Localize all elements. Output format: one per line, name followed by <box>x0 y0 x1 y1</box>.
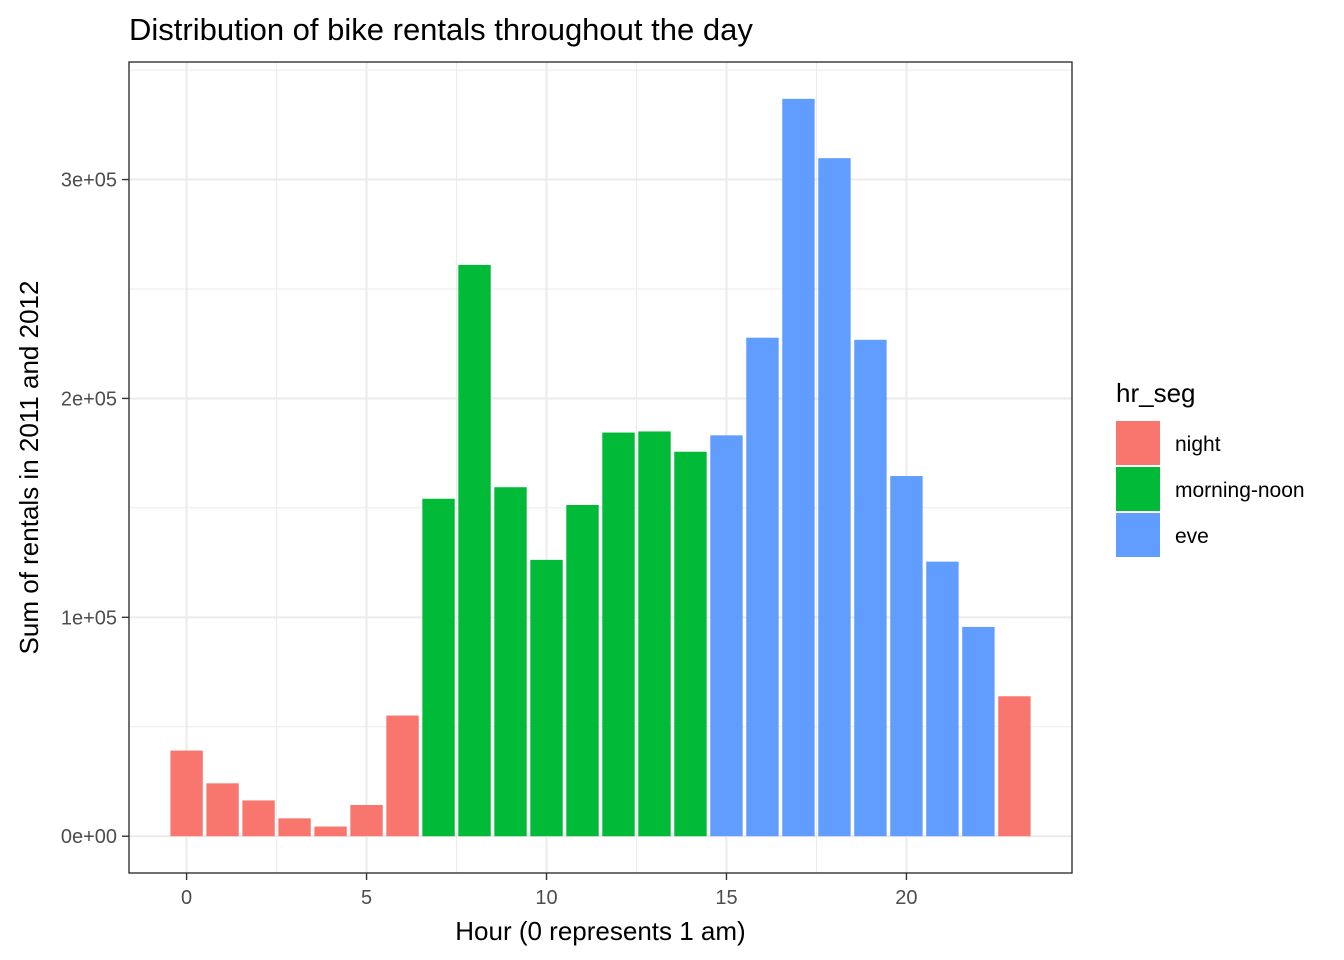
legend-label-night: night <box>1175 433 1221 456</box>
legend-title: hr_seg <box>1116 378 1196 408</box>
plot-area <box>128 61 1073 874</box>
x-tick-label: 10 <box>535 887 557 909</box>
bar-hour-12 <box>602 432 635 837</box>
bar-hour-17 <box>782 98 815 837</box>
bar-hour-1 <box>206 783 239 837</box>
bar-hour-22 <box>962 626 995 837</box>
legend-label-morning-noon: morning-noon <box>1175 479 1305 502</box>
legend-key-morning-noon <box>1116 467 1160 511</box>
x-tick-label: 20 <box>895 887 917 909</box>
legend-items: night morning-noon eve <box>1116 421 1305 557</box>
legend: hr_seg night morning-noon eve <box>1116 378 1305 557</box>
bar-hour-20 <box>890 476 923 837</box>
bar-hour-23 <box>998 696 1031 837</box>
legend-key-eve <box>1116 513 1160 557</box>
bar-hour-18 <box>818 158 851 837</box>
bar-hour-4 <box>314 826 347 837</box>
bar-hour-3 <box>278 818 311 837</box>
bar-hour-19 <box>854 339 887 837</box>
legend-key-night <box>1116 421 1160 465</box>
bar-hour-13 <box>638 431 671 837</box>
bar-hour-2 <box>242 800 275 837</box>
y-tick-label: 2e+05 <box>61 388 117 410</box>
bar-hour-21 <box>926 561 959 837</box>
plot-panel-border <box>128 61 1073 874</box>
legend-label-eve: eve <box>1175 525 1209 548</box>
bar-hour-7 <box>422 498 455 837</box>
bar-hour-6 <box>386 715 419 837</box>
y-tick-label: 0e+00 <box>61 826 117 848</box>
x-tick-label: 5 <box>361 887 372 909</box>
x-tick-label: 15 <box>715 887 737 909</box>
bar-hour-10 <box>530 559 563 837</box>
x-axis: 0 5 10 15 20 <box>181 873 918 909</box>
chart-title: Distribution of bike rentals throughout … <box>129 12 753 47</box>
bars <box>170 98 1031 837</box>
y-axis-title: Sum of rentals in 2011 and 2012 <box>14 281 44 655</box>
x-axis-title: Hour (0 represents 1 am) <box>455 916 745 946</box>
bar-hour-15 <box>710 435 743 837</box>
x-tick-label: 0 <box>181 887 192 909</box>
y-axis: 0e+00 1e+05 2e+05 3e+05 <box>61 170 129 848</box>
bar-hour-5 <box>350 805 383 837</box>
bar-hour-11 <box>566 504 599 837</box>
bar-hour-8 <box>458 264 491 837</box>
bar-hour-9 <box>494 487 527 837</box>
bar-hour-0 <box>170 750 203 837</box>
bar-hour-14 <box>674 451 707 837</box>
bar-hour-16 <box>746 337 779 837</box>
y-tick-label: 1e+05 <box>61 607 117 629</box>
y-tick-label: 3e+05 <box>61 170 117 192</box>
